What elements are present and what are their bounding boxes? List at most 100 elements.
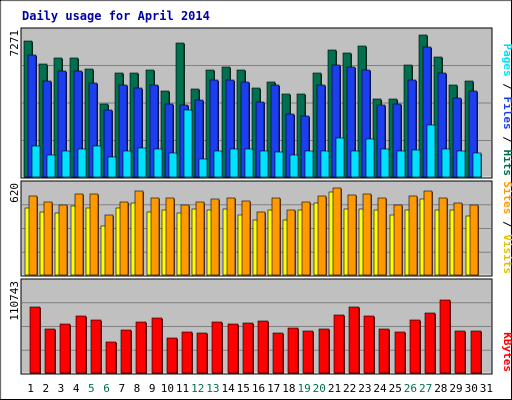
day-label-16: 16 [252,382,265,395]
bar-kbytes-15 [242,322,254,374]
legend-visits: Visits [501,234,512,274]
bar-pages-10 [168,152,178,178]
bar-sites-14 [226,197,236,276]
bar-pages-2 [46,154,56,178]
panel-kbytes: 110743 KBytes [8,278,512,375]
panel-hits-files-pages: 7271 Pages / Files / Hits [8,27,512,179]
day-label-29: 29 [449,382,462,395]
bar-kbytes-23 [363,315,375,374]
legend-files: Files [501,97,512,130]
bar-sites-27 [423,190,433,276]
bar-sites-26 [408,195,418,276]
bar-sites-23 [362,193,372,276]
legend-sites: Sites [501,181,512,214]
bar-kbytes-22 [348,306,360,374]
bar-pages-5 [92,145,102,178]
day-label-23: 23 [358,382,371,395]
bar-pages-18 [289,154,299,178]
bar-pages-21 [335,137,345,178]
bar-sites-12 [195,201,205,276]
bar-pages-24 [380,148,390,178]
bar-sites-29 [453,202,463,276]
bar-pages-11 [183,109,193,178]
day-label-11: 11 [176,382,189,395]
day-label-18: 18 [282,382,295,395]
day-label-14: 14 [221,382,235,395]
bar-sites-6 [104,214,114,276]
bar-kbytes-13 [211,321,223,374]
day-label-12: 12 [191,382,204,395]
bar-pages-9 [153,148,163,178]
bar-kbytes-5 [90,319,102,374]
bar-kbytes-12 [196,332,208,374]
chart-title: Daily usage for April 2014 [22,9,210,23]
day-label-31: 31 [480,382,493,395]
day-label-15: 15 [237,382,250,395]
day-label-1: 1 [27,382,34,395]
day-label-3: 3 [58,382,65,395]
day-label-20: 20 [313,382,326,395]
bar-kbytes-24 [378,328,390,374]
day-label-5: 5 [88,382,95,395]
bar-kbytes-21 [333,314,345,374]
bar-pages-25 [396,150,406,178]
bar-pages-22 [350,150,360,178]
bar-kbytes-20 [318,328,330,374]
bar-pages-30 [472,152,482,178]
bar-kbytes-17 [272,332,284,374]
bar-sites-4 [74,193,84,276]
bar-sites-18 [286,209,296,276]
bar-sites-8 [134,190,144,276]
bar-pages-15 [244,148,254,178]
day-label-2: 2 [42,382,49,395]
day-label-21: 21 [328,382,341,395]
day-label-13: 13 [206,382,219,395]
day-label-22: 22 [343,382,356,395]
bar-pages-1 [31,145,41,178]
bar-kbytes-9 [151,317,163,374]
legend-pages: Pages [501,44,512,77]
legend: Sites / Visits [501,181,512,274]
bar-pages-17 [274,151,284,178]
bar-pages-28 [441,148,451,178]
day-label-28: 28 [434,382,447,395]
bar-sites-13 [210,198,220,276]
day-label-26: 26 [404,382,417,395]
bar-sites-25 [393,204,403,276]
bar-kbytes-16 [257,320,269,374]
day-label-30: 30 [465,382,478,395]
y-max-label: 7271 [8,30,21,57]
bar-sites-9 [150,197,160,276]
day-label-24: 24 [373,382,387,395]
bar-kbytes-19 [302,330,314,374]
bar-sites-30 [469,204,479,276]
day-label-25: 25 [389,382,402,395]
bar-kbytes-25 [394,331,406,374]
bar-sites-3 [58,204,68,276]
bar-pages-7 [122,150,132,178]
bar-pages-3 [61,150,71,178]
bar-pages-12 [198,158,208,178]
day-label-9: 9 [149,382,156,395]
day-label-4: 4 [73,382,80,395]
day-axis: 1 2 3 4 5 6 7 8 9 10 11 12 13 14 15 16 17 18 19 20 21 22 23 24 2… [27,382,493,395]
bar-sites-11 [180,204,190,276]
bar-pages-20 [320,150,330,178]
bar-sites-28 [438,197,448,276]
bar-sites-5 [89,193,99,276]
bar-pages-4 [77,148,87,178]
bar-kbytes-2 [44,328,56,374]
day-label-19: 19 [297,382,310,395]
bar-kbytes-27 [424,312,436,374]
bar-kbytes-6 [105,341,117,374]
bar-kbytes-11 [181,331,193,374]
bar-sites-7 [119,201,129,276]
bar-sites-10 [165,197,175,276]
day-label-8: 8 [134,382,141,395]
day-label-10: 10 [161,382,174,395]
bar-pages-16 [259,150,269,178]
bar-kbytes-14 [227,323,239,374]
bar-sites-19 [301,201,311,276]
bar-kbytes-10 [166,337,178,374]
legend-kbytes: KBytes [501,332,512,372]
